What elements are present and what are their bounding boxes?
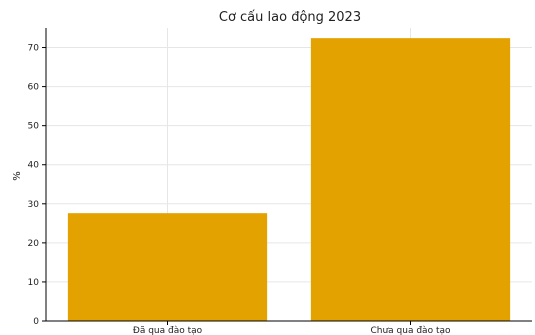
y-axis-label: % bbox=[12, 171, 23, 181]
x-tick-label: Đã qua đào tạo bbox=[133, 326, 203, 335]
axes bbox=[45, 28, 532, 322]
y-tick-label: 60 bbox=[28, 83, 40, 93]
chart-title: Cơ cấu lao động 2023 bbox=[219, 10, 361, 25]
y-tick-label: 10 bbox=[28, 278, 40, 288]
y-tick-label: 70 bbox=[28, 44, 40, 54]
y-tick-label: 50 bbox=[28, 122, 40, 132]
y-ticks: 0 10 20 30 40 50 60 70 bbox=[28, 44, 46, 327]
x-ticks: Đã qua đào tạo Chưa qua đào tạo bbox=[133, 321, 451, 335]
bars bbox=[67, 38, 511, 321]
y-tick-label: 0 bbox=[33, 317, 39, 327]
x-tick-label: Chưa qua đào tạo bbox=[370, 326, 451, 335]
y-tick-label: 40 bbox=[28, 161, 40, 171]
y-tick-label: 30 bbox=[28, 200, 40, 210]
bar bbox=[310, 38, 511, 321]
bar bbox=[67, 213, 268, 321]
y-tick-label: 20 bbox=[28, 239, 40, 249]
